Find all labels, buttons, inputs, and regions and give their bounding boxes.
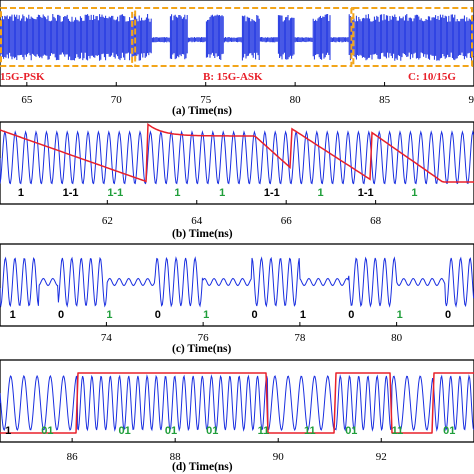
- panel-a: 15G-PSK B: 15G-ASK C: 10/15G 65 70 75 80 85 9…: [0, 0, 474, 117]
- bit-label: 0: [155, 309, 161, 321]
- x-tick-label: 90: [273, 451, 285, 463]
- panel-d-ticks: 86 88 90 92: [67, 438, 387, 463]
- x-tick-label: 85: [379, 94, 391, 106]
- x-tick-label: 88: [170, 451, 182, 463]
- bit-label: 1: [18, 187, 24, 199]
- x-tick-label: 86: [67, 451, 79, 463]
- panel-a-frame: [0, 0, 474, 87]
- segment-box-c: [352, 7, 473, 67]
- x-tick-label: 66: [281, 215, 293, 227]
- bit-label: 11: [258, 425, 270, 437]
- bit-label: 1-1: [107, 187, 123, 199]
- bit-label: 0: [348, 309, 354, 321]
- bit-label: 1-1: [264, 187, 280, 199]
- panel-d: 1 01 01 01 01 11 11 01 11 01 86 88 90 92 (d) Time(ns…: [0, 359, 474, 473]
- envelope-trace: [0, 372, 474, 434]
- bit-label: 01: [206, 425, 218, 437]
- bit-label: 1: [219, 187, 225, 199]
- bit-label: 01: [345, 425, 357, 437]
- panel-b-frame: [0, 121, 474, 205]
- bit-label: 1: [106, 309, 112, 321]
- bit-label: 01: [443, 425, 455, 437]
- bit-label: 0: [445, 309, 451, 321]
- panel-c-bits: 1 0 1 0 1 0 1 0 1 0: [10, 309, 451, 321]
- panel-b: 1 1-1 1-1 1 1 1-1 1 1-1 1 62 64 66 68 (b) Time(ns): [0, 121, 474, 240]
- panel-a-ticks: 65 70 75 80 85 90: [21, 82, 474, 106]
- x-tick-label: 76: [198, 332, 210, 344]
- bit-label: 1: [10, 309, 16, 321]
- caption-b: (b) Time(ns): [172, 228, 233, 240]
- panel-d-frame: [0, 359, 474, 443]
- x-tick-label: 65: [21, 94, 33, 106]
- bit-label: 1: [203, 309, 209, 321]
- bit-label: 1: [397, 309, 403, 321]
- bit-label: 1: [317, 187, 323, 199]
- bit-label: 01: [165, 425, 177, 437]
- caption-d: (d) Time(ns): [172, 461, 233, 473]
- signal-trace: [0, 130, 474, 185]
- segment-box-b: [134, 7, 353, 67]
- panel-d-signal: [0, 374, 474, 432]
- bit-label: 11: [304, 425, 316, 437]
- panel-b-envelope: [0, 122, 474, 183]
- x-tick-label: 68: [370, 215, 382, 227]
- envelope-trace: [0, 122, 474, 183]
- bit-label: 01: [41, 425, 53, 437]
- x-tick-label: 64: [191, 215, 203, 227]
- segment-label-a: 15G-PSK: [0, 71, 45, 83]
- bit-label: 11: [392, 425, 404, 437]
- panel-a-segment-boxes: [0, 7, 473, 67]
- bit-label: 1: [5, 425, 11, 437]
- bit-label: 1: [174, 187, 180, 199]
- panel-d-envelope: [0, 372, 474, 434]
- bit-label: 01: [119, 425, 131, 437]
- panel-c-signal: [0, 256, 474, 308]
- panel-a-signal: [0, 14, 474, 61]
- segment-label-c: C: 10/15G: [408, 71, 456, 83]
- panel-c-ticks: 74 76 78 80: [101, 322, 403, 344]
- signal-trace: [0, 374, 474, 432]
- panel-c: 1 0 1 0 1 0 1 0 1 0 74 76 78 80 (c) Time(ns): [0, 243, 474, 355]
- x-tick-label: 92: [376, 451, 387, 463]
- x-tick-label: 78: [294, 332, 306, 344]
- x-tick-label: 80: [391, 332, 403, 344]
- x-tick-label: 70: [111, 94, 123, 106]
- panel-d-bits: 1 01 01 01 01 11 11 01 11 01: [5, 425, 455, 437]
- panel-b-signal: [0, 130, 474, 185]
- x-tick-label: 62: [102, 215, 113, 227]
- bit-label: 1-1: [63, 187, 79, 199]
- caption-a: (a) Time(ns): [172, 105, 232, 117]
- bit-label: 1: [300, 309, 306, 321]
- bit-label: 1-1: [358, 187, 374, 199]
- panel-b-bits: 1 1-1 1-1 1 1 1-1 1 1-1 1: [18, 187, 418, 199]
- x-tick-label: 74: [101, 332, 113, 344]
- caption-c: (c) Time(ns): [172, 343, 231, 355]
- segment-box-a: [0, 7, 134, 67]
- signal-trace: [0, 256, 474, 308]
- x-tick-label: 80: [290, 94, 302, 106]
- x-tick-label: 90: [469, 94, 474, 106]
- x-tick-label: 75: [200, 94, 212, 106]
- panel-c-frame: [0, 243, 474, 327]
- bit-label: 1: [411, 187, 417, 199]
- bit-label: 0: [58, 309, 64, 321]
- bit-label: 0: [252, 309, 258, 321]
- panel-b-ticks: 62 64 66 68: [102, 200, 382, 227]
- segment-label-b: B: 15G-ASK: [203, 71, 263, 83]
- signal-trace: [0, 14, 474, 61]
